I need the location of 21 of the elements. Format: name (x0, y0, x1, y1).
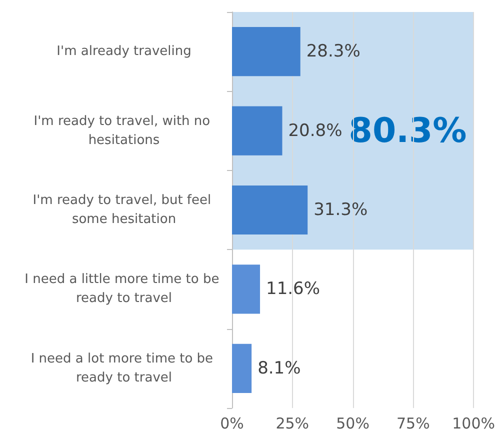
x-tick-label: 100% (452, 414, 496, 432)
x-tick-label: 50% (336, 414, 370, 432)
y-tick-label: I'm already traveling (56, 44, 192, 60)
data-label: 31.3% (314, 200, 368, 220)
y-tick-label: I need a lot more time to be ready to travel (30, 351, 218, 386)
bar (232, 344, 252, 393)
bar (232, 185, 308, 235)
x-tick-label: 75% (396, 414, 430, 432)
band-label: 80.3% (348, 110, 467, 151)
y-tick-label: I'm ready to travel, with no hesitations (34, 114, 214, 148)
bar (232, 27, 300, 76)
data-label: 28.3% (306, 42, 360, 62)
data-label: 8.1% (258, 358, 301, 378)
y-tick-label: I need a little more time to be ready to travel (24, 272, 224, 306)
data-label: 11.6% (266, 279, 320, 300)
data-label: 20.8% (288, 120, 342, 141)
x-tick-label: 0% (220, 414, 244, 432)
bar (232, 264, 260, 314)
x-tick-label: 25% (276, 414, 310, 432)
y-tick-label: I'm ready to travel, but feel some hesitation (32, 193, 216, 227)
bar (232, 106, 282, 156)
